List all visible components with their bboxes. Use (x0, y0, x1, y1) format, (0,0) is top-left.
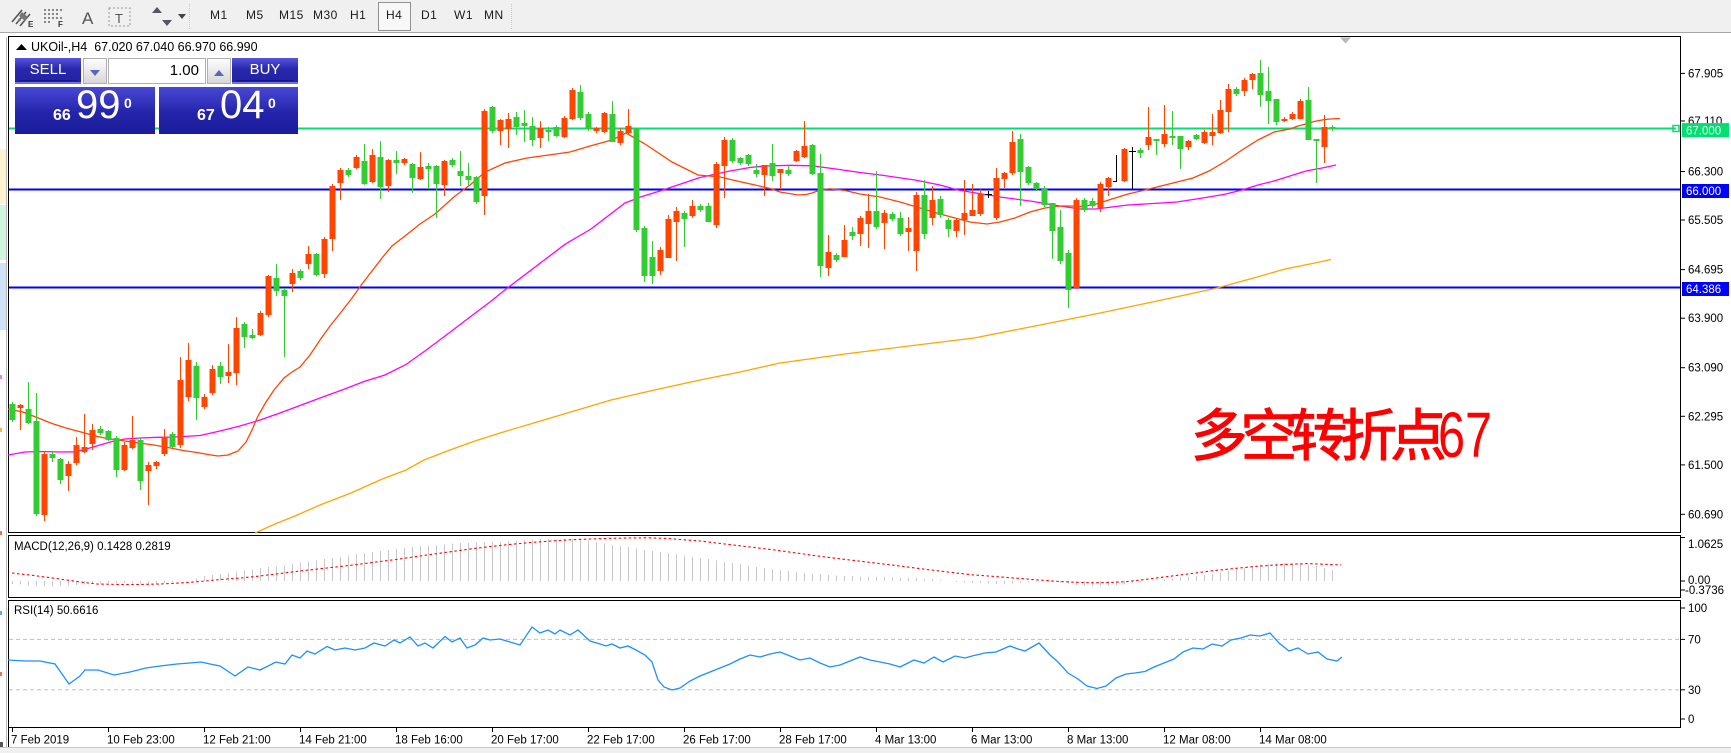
svg-text:12 Mar 08:00: 12 Mar 08:00 (1163, 735, 1231, 747)
svg-text:63.090: 63.090 (1688, 363, 1723, 375)
svg-text:1.0625: 1.0625 (1688, 539, 1723, 551)
svg-text:64.695: 64.695 (1688, 265, 1723, 277)
svg-text:66.000: 66.000 (1686, 186, 1721, 198)
svg-text:4 Mar 13:00: 4 Mar 13:00 (875, 735, 936, 747)
svg-text:63.900: 63.900 (1688, 313, 1723, 325)
svg-text:22 Feb 17:00: 22 Feb 17:00 (587, 735, 655, 747)
svg-text:18 Feb 16:00: 18 Feb 16:00 (395, 735, 463, 747)
svg-text:67: 67 (1438, 401, 1492, 472)
svg-text:F: F (58, 20, 63, 29)
svg-text:26 Feb 17:00: 26 Feb 17:00 (683, 735, 751, 747)
svg-text:A: A (82, 9, 94, 28)
svg-text:8 Mar 13:00: 8 Mar 13:00 (1067, 735, 1128, 747)
svg-text:62.295: 62.295 (1688, 411, 1723, 423)
svg-text:E: E (28, 20, 34, 29)
svg-text:60.690: 60.690 (1688, 509, 1723, 521)
svg-text:12 Feb 21:00: 12 Feb 21:00 (203, 735, 271, 747)
svg-text:MACD(12,26,9) 0.1428 0.2819: MACD(12,26,9) 0.1428 0.2819 (14, 541, 171, 553)
svg-text:0: 0 (1688, 714, 1694, 726)
svg-text:64.386: 64.386 (1686, 284, 1721, 296)
svg-text:20 Feb 17:00: 20 Feb 17:00 (491, 735, 559, 747)
svg-text:30: 30 (1688, 685, 1701, 697)
svg-text:65.505: 65.505 (1688, 215, 1723, 227)
svg-text:100: 100 (1688, 603, 1707, 615)
svg-text:14 Feb 21:00: 14 Feb 21:00 (299, 735, 367, 747)
svg-text:UKOil-,H4 67.020 67.040 66.97: UKOil-,H4 67.020 67.040 66.970 66.990 (31, 40, 258, 54)
svg-text:28 Feb 17:00: 28 Feb 17:00 (779, 735, 847, 747)
svg-text:0.00: 0.00 (1688, 575, 1710, 587)
svg-text:70: 70 (1688, 634, 1701, 646)
svg-text:66.300: 66.300 (1688, 167, 1723, 179)
svg-text:10 Feb 23:00: 10 Feb 23:00 (107, 735, 175, 747)
svg-text:T: T (115, 11, 123, 26)
svg-text:RSI(14) 50.6616: RSI(14) 50.6616 (14, 605, 98, 617)
svg-text:6 Mar 13:00: 6 Mar 13:00 (971, 735, 1032, 747)
svg-text:-0.3736: -0.3736 (1685, 585, 1724, 597)
svg-text:61.500: 61.500 (1688, 460, 1723, 472)
svg-text:7 Feb 2019: 7 Feb 2019 (11, 735, 69, 747)
svg-text:67.905: 67.905 (1688, 68, 1723, 80)
svg-text:14 Mar 08:00: 14 Mar 08:00 (1259, 735, 1327, 747)
svg-text:67.000: 67.000 (1686, 125, 1721, 137)
